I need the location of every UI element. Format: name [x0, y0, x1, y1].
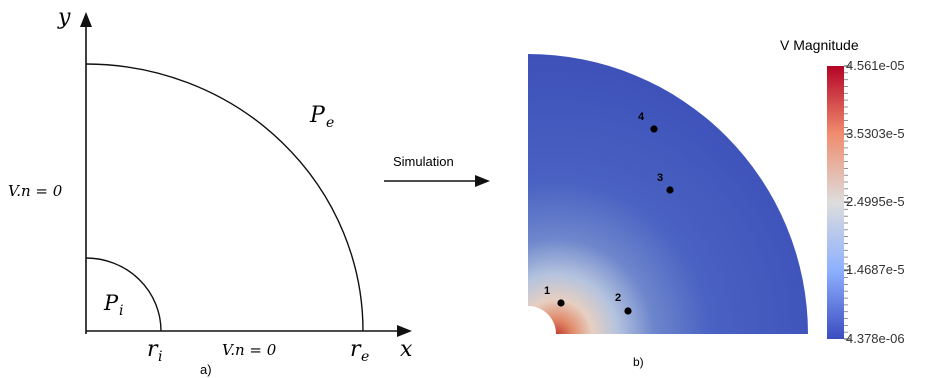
outer-radius-label: r e — [350, 337, 369, 365]
point-4-marker — [650, 125, 658, 133]
point-4: 4 — [638, 111, 658, 133]
colorbar-label-q1: 1.4687e-5 — [846, 262, 905, 277]
outer-pressure-subscript: e — [326, 115, 334, 131]
point-2-marker — [624, 307, 632, 315]
inner-pressure-label: P i — [103, 291, 123, 319]
inner-radius-subscript: i — [158, 349, 162, 365]
outer-pressure-label: P e — [309, 103, 334, 131]
colorbar: V Magnitude 4.561e-05 3.5303e-5 2.4995e-… — [780, 37, 905, 346]
colorbar-label-min: 4.378e-06 — [846, 331, 905, 346]
simulation-label: Simulation — [393, 154, 454, 169]
point-2: 2 — [615, 292, 632, 315]
inner-pressure-symbol: P — [103, 291, 119, 315]
colorbar-gradient — [827, 66, 844, 339]
point-3-marker — [666, 186, 674, 194]
colorbar-label-q3: 3.5303e-5 — [846, 126, 905, 141]
bottom-boundary-condition: V.n = 0 — [222, 341, 277, 359]
inner-pressure-subscript: i — [119, 303, 123, 319]
point-1-marker — [557, 299, 565, 307]
point-3-label: 3 — [657, 172, 663, 184]
inner-radius-symbol: r — [147, 337, 159, 362]
outer-pressure-symbol: P — [309, 103, 326, 128]
inner-radius-label: r i — [147, 337, 162, 365]
point-2-label: 2 — [615, 292, 621, 304]
point-3: 3 — [657, 172, 674, 194]
panel-b-caption: b) — [633, 355, 644, 369]
outer-radius-subscript: e — [361, 349, 369, 365]
point-4-label: 4 — [638, 111, 645, 123]
arrow-head — [475, 175, 490, 187]
outer-boundary-arc — [85, 63, 364, 332]
velocity-field-domain — [528, 54, 808, 334]
outer-radius-symbol: r — [350, 337, 362, 362]
simulation-arrow: Simulation — [384, 154, 490, 187]
panel-b-field-plot: 1 2 3 4 b) — [528, 54, 808, 369]
point-1: 1 — [544, 285, 565, 307]
y-axis-label: y — [57, 5, 71, 30]
panel-a-caption: a) — [200, 362, 212, 377]
x-axis-arrowhead — [397, 325, 412, 337]
panel-a-diagram: y x V.n = 0 V.n = 0 P i P e r i r e a) — [8, 5, 413, 377]
colorbar-label-max: 4.561e-05 — [846, 58, 905, 73]
point-1-label: 1 — [544, 285, 550, 297]
inner-boundary-arc — [85, 257, 162, 332]
left-boundary-condition: V.n = 0 — [8, 182, 63, 200]
colorbar-title: V Magnitude — [780, 37, 859, 53]
y-axis-arrowhead — [80, 12, 92, 27]
colorbar-label-mid: 2.4995e-5 — [846, 194, 905, 209]
x-axis-label: x — [400, 337, 413, 362]
